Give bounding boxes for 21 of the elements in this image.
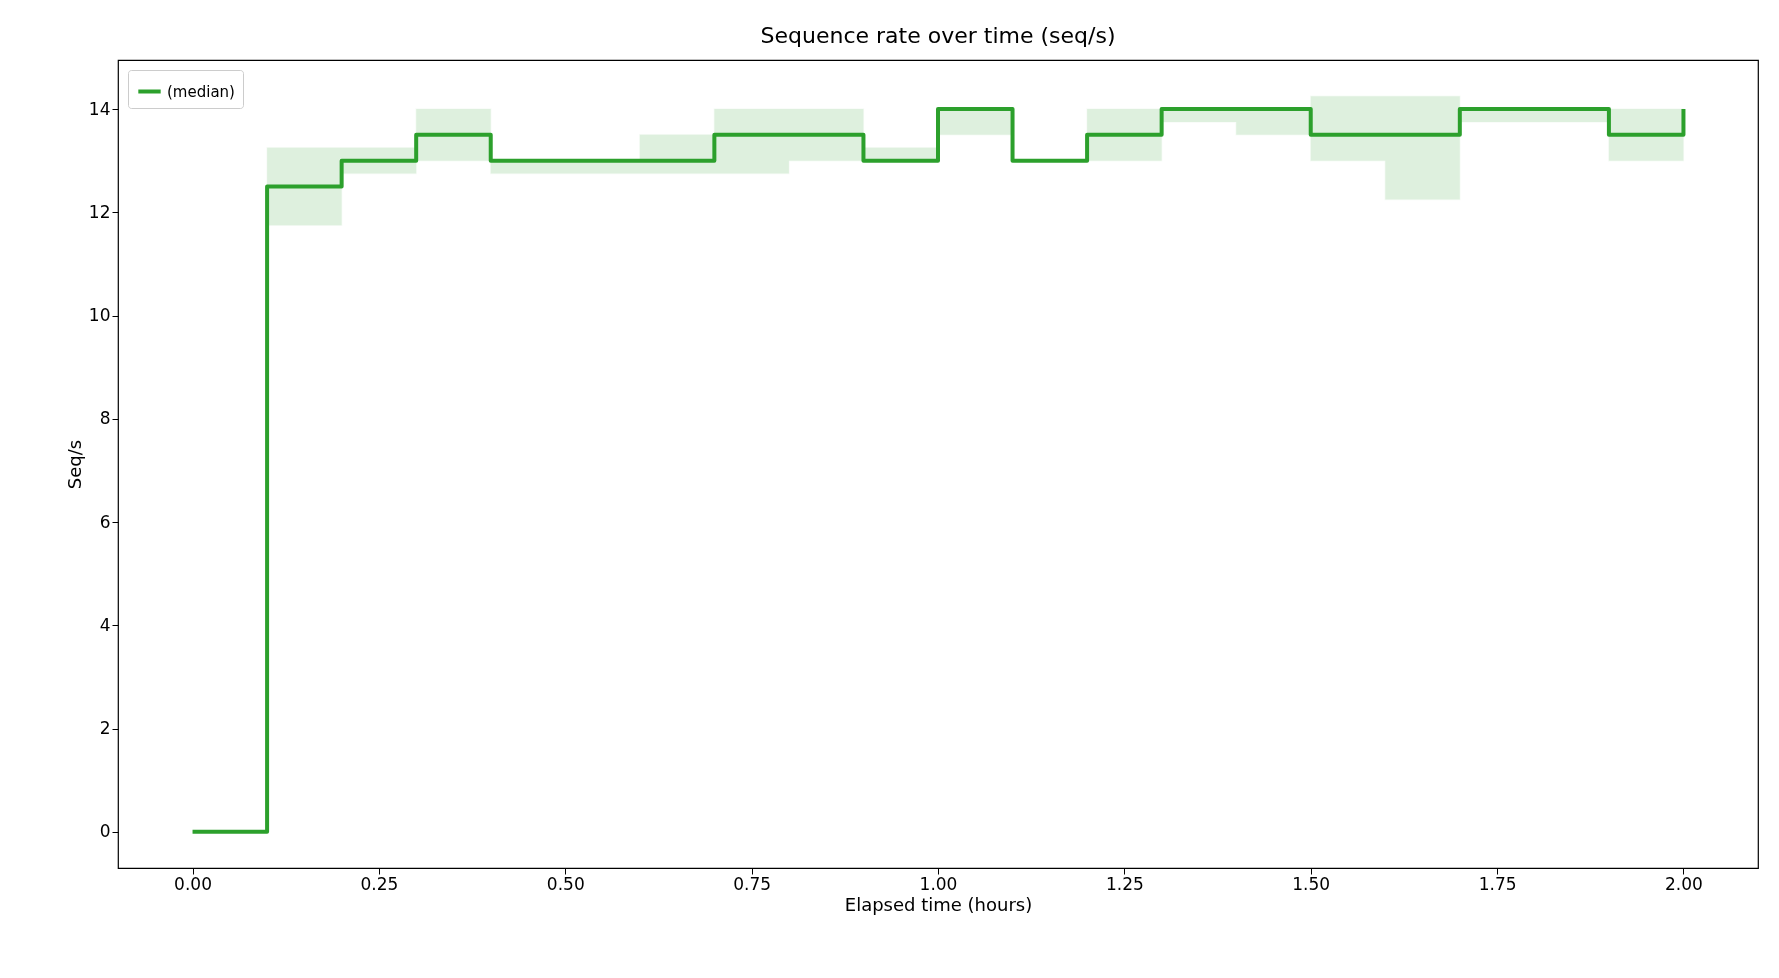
y-tick-label: 0	[99, 821, 111, 842]
y-axis-title: Seq/s	[63, 439, 85, 490]
y-tick-label: 8	[99, 408, 111, 429]
y-tick-label: 14	[88, 98, 111, 119]
y-tick-label: 12	[88, 201, 111, 222]
x-tick-label: 1.75	[1478, 873, 1517, 894]
x-tick-label: 0.25	[360, 873, 399, 894]
chart-title: Sequence rate over time (seq/s)	[760, 23, 1116, 48]
x-tick-label: 0.50	[546, 873, 585, 894]
x-tick-label: 0.75	[733, 873, 772, 894]
x-tick-label: 1.00	[919, 873, 958, 894]
legend-label: (median)	[167, 82, 235, 101]
x-tick-label: 1.25	[1105, 873, 1144, 894]
x-tick-label: 1.50	[1292, 873, 1331, 894]
y-tick-label: 4	[99, 614, 111, 635]
y-tick-label: 2	[99, 718, 111, 739]
x-tick-label: 0.00	[174, 873, 212, 894]
x-tick-label: 2.00	[1665, 873, 1703, 894]
y-tick-label: 10	[88, 305, 111, 326]
y-tick-label: 6	[99, 511, 111, 532]
x-axis-title: Elapsed time (hours)	[844, 893, 1033, 915]
